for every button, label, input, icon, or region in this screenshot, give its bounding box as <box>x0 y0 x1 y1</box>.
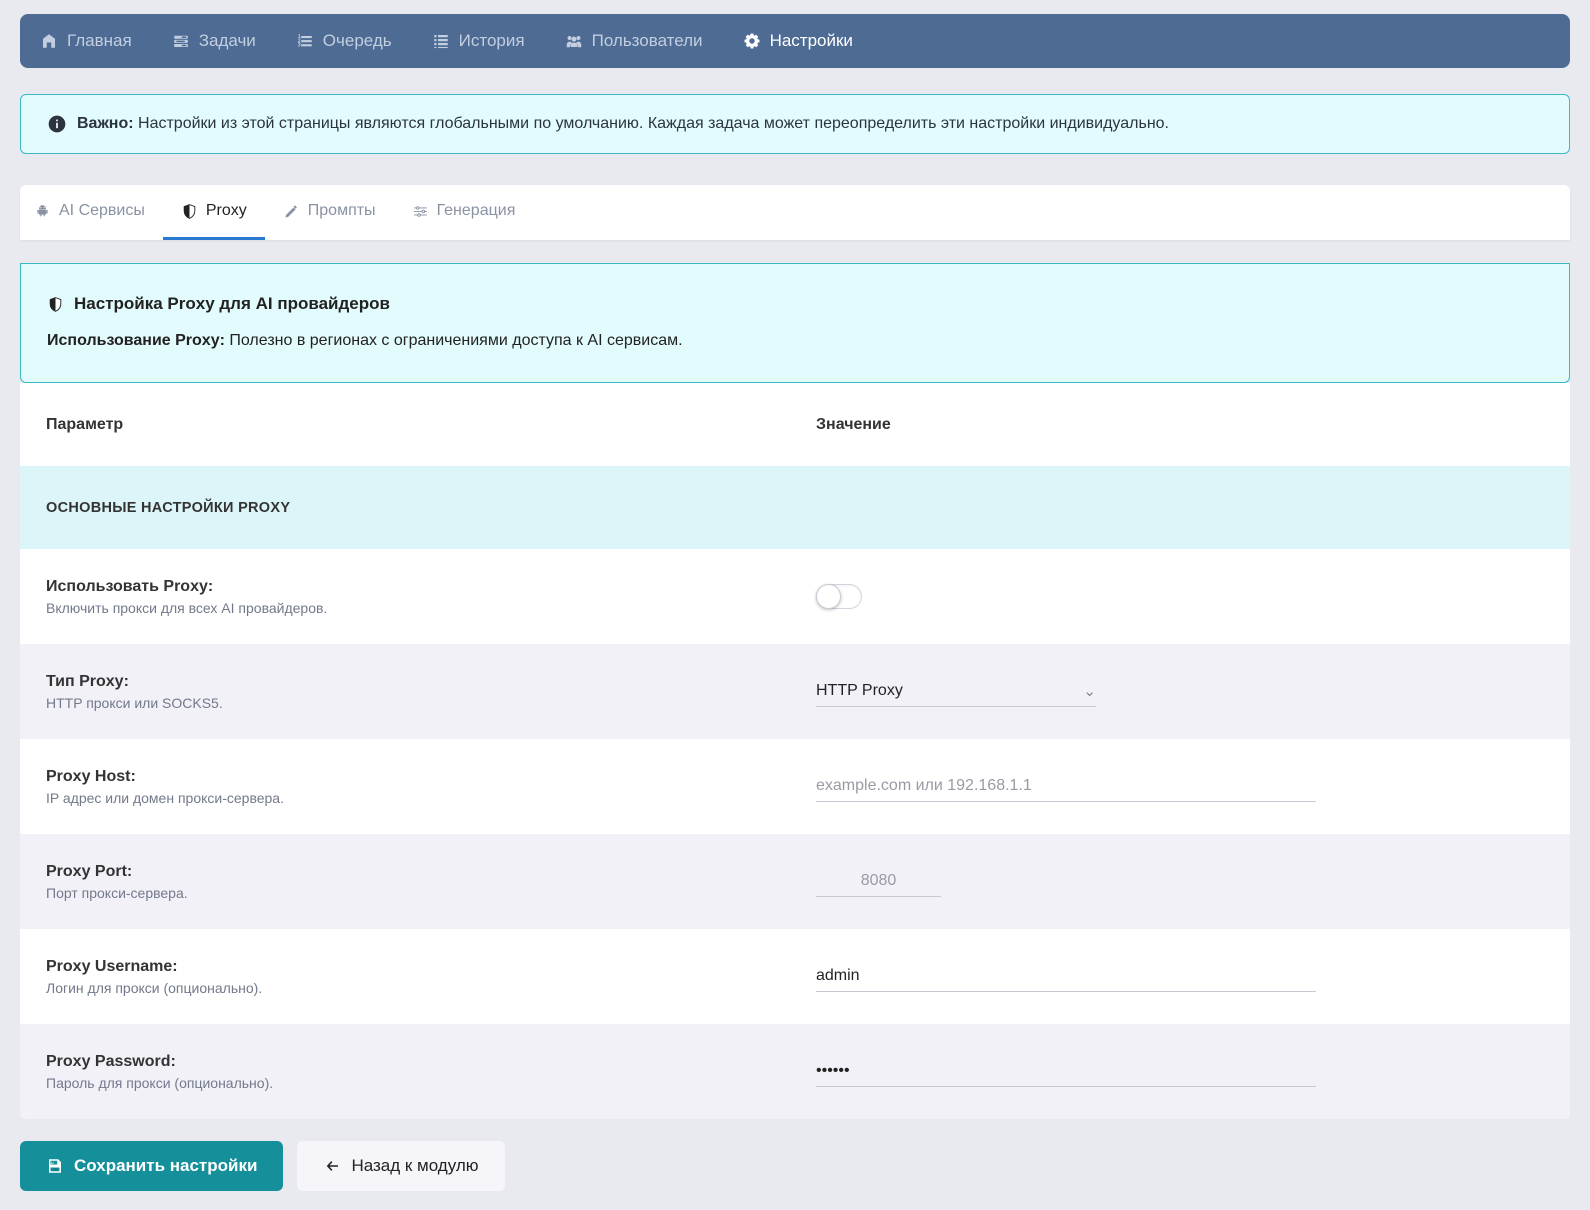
svg-text:3: 3 <box>298 42 301 48</box>
